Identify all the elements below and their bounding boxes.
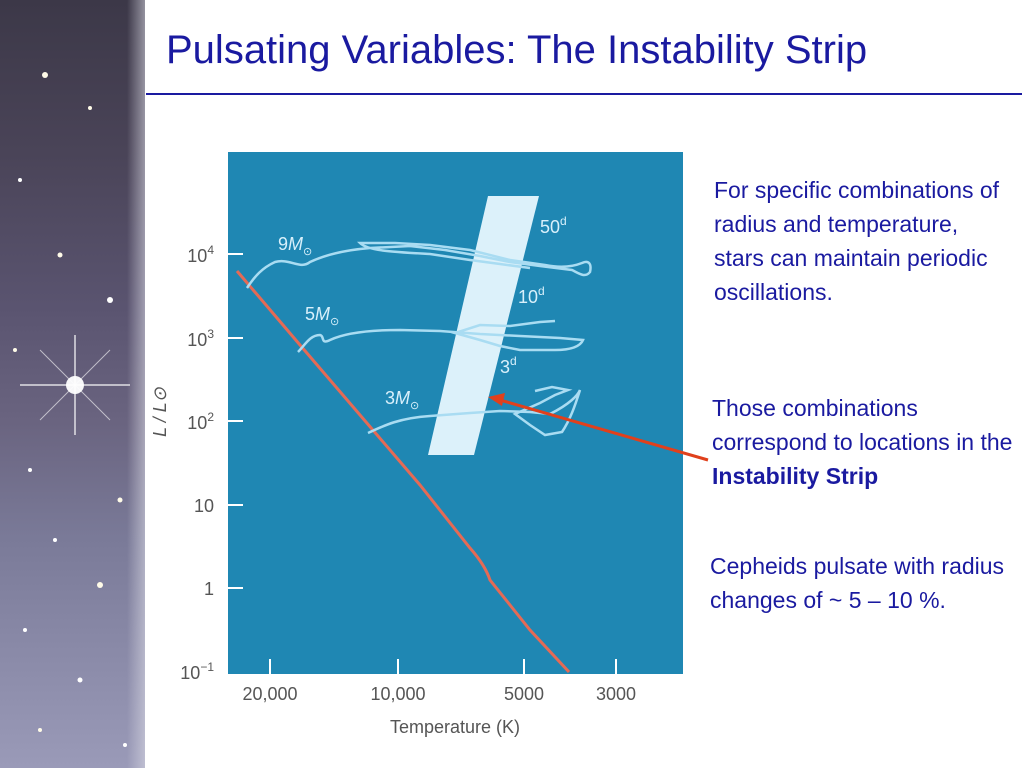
period-label-50d: 50d: [540, 214, 567, 237]
x-tick-label: 5000: [504, 684, 544, 704]
y-tick-label: 10−1: [180, 660, 214, 683]
paragraph-cepheids: Cepheids pulsate with radius changes of …: [710, 553, 1005, 613]
strip-edge-fade: [127, 0, 145, 768]
y-tick-label: 104: [187, 243, 214, 266]
x-axis-title: Temperature (K): [390, 717, 520, 737]
y-tick-label: 1: [204, 579, 214, 599]
track-label-5msun: 5M⊙: [305, 304, 339, 328]
main-sequence-line: [235, 270, 571, 674]
evolution-track-5msun: [297, 319, 585, 353]
pointer-arrow: [499, 398, 709, 462]
y-tick-label: 103: [187, 327, 214, 350]
title-underline: [146, 93, 1022, 95]
starfield-image: [0, 0, 145, 768]
y-axis-title: L / L⊙: [150, 386, 170, 437]
x-tick-label: 10,000: [370, 684, 425, 704]
x-tick-label: 20,000: [242, 684, 297, 704]
y-tick-label: 10: [194, 496, 214, 516]
paragraph-specific-combinations: For specific combinations of radius and …: [714, 177, 1000, 305]
pointer-arrowhead: [488, 393, 505, 406]
track-label-3msun: 3M⊙: [385, 388, 419, 412]
evolution-track-3msun: [367, 385, 582, 437]
slide-title: Pulsating Variables: The Instability Str…: [166, 28, 868, 72]
track-label-9msun: 9M⊙: [278, 234, 312, 258]
period-label-10d: 10d: [518, 284, 545, 307]
y-tick-label: 102: [187, 410, 214, 433]
hr-diagram: 104 103 102 10 1 10−1 20,000 10,000 5000…: [150, 152, 709, 737]
period-label-3d: 3d: [500, 354, 517, 377]
paragraph-instability-strip: Those combinations correspond to locatio…: [712, 395, 1013, 489]
evolution-track-9msun: [245, 241, 592, 289]
starfield-stars: [13, 72, 130, 747]
x-tick-label: 3000: [596, 684, 636, 704]
